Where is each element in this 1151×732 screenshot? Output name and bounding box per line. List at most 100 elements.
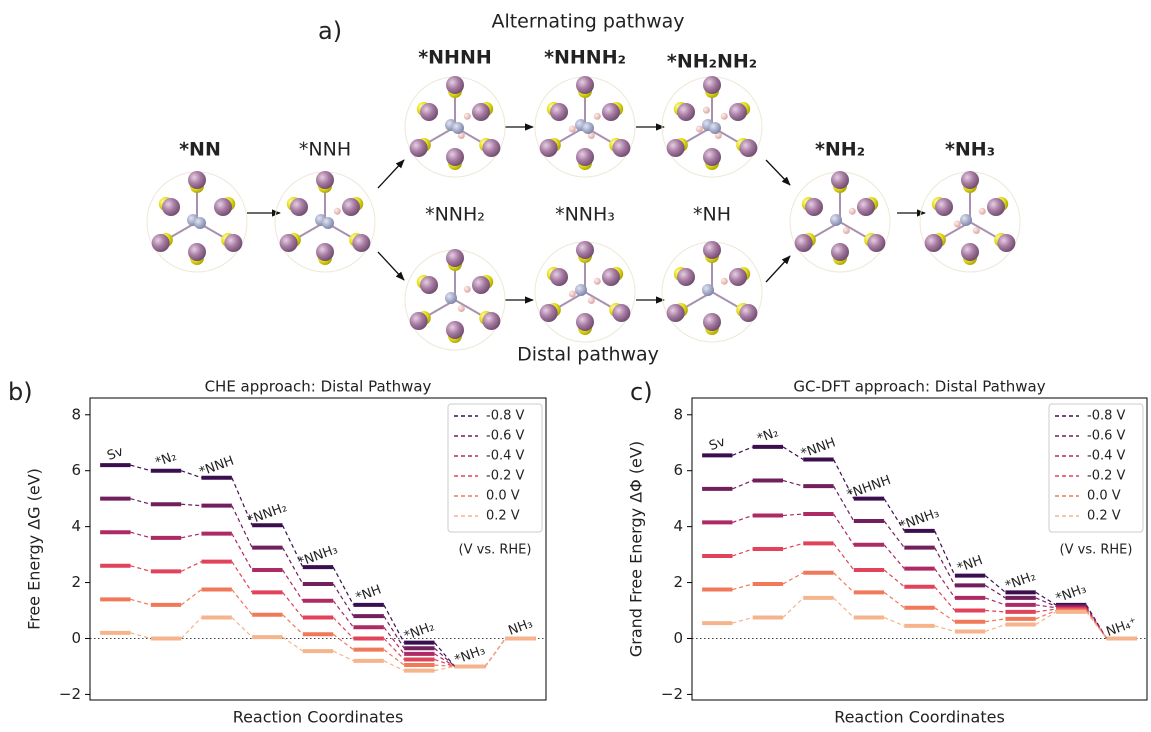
panel-label: a) <box>318 17 342 45</box>
legend-note: (V vs. RHE) <box>1060 543 1133 558</box>
connector <box>783 573 803 584</box>
connector <box>384 605 404 643</box>
chart: b)CHE approach: Distal PathwayReaction C… <box>8 378 546 727</box>
connector <box>232 562 252 593</box>
connector <box>232 618 252 638</box>
connector <box>985 625 1005 632</box>
hydrogen-atom <box>849 208 856 215</box>
metal-atom <box>342 198 360 216</box>
hydrogen-atom <box>979 208 986 215</box>
y-tick-label: 2 <box>71 573 81 591</box>
metal-atom <box>602 103 620 121</box>
hydrogen-atom <box>703 107 710 114</box>
metal-atom <box>987 198 1005 216</box>
connector <box>783 514 803 515</box>
category-label: NH₄⁺ <box>1104 615 1139 640</box>
legend-label: -0.8 V <box>486 409 524 424</box>
connector <box>732 584 752 590</box>
node-label: *NN <box>179 139 221 161</box>
chart: c)GC-DFT approach: Distal PathwayReactio… <box>627 378 1148 727</box>
metal-atom <box>540 304 558 322</box>
connector <box>283 637 303 651</box>
nitrogen-atom <box>702 284 714 296</box>
node-label: *NNH <box>299 139 351 161</box>
nitrogen-atom <box>322 217 334 229</box>
metal-atom <box>162 198 180 216</box>
metal-atom <box>739 139 757 157</box>
metal-atom <box>997 234 1015 252</box>
category-label: *N₂ <box>755 425 780 446</box>
pathway-label: Alternating pathway <box>491 11 684 33</box>
connector <box>834 514 854 545</box>
hydrogen-atom <box>464 113 471 120</box>
pathway-label: Distal pathway <box>517 344 659 366</box>
arrow <box>766 160 790 185</box>
y-tick-label: 4 <box>71 517 81 535</box>
connector <box>783 543 803 549</box>
connector <box>985 598 1005 605</box>
connector <box>131 532 151 538</box>
legend-label: -0.6 V <box>486 429 524 444</box>
connector <box>935 608 955 622</box>
y-tick-label: 4 <box>673 517 683 535</box>
legend-label: -0.6 V <box>1087 429 1125 444</box>
connector <box>131 566 151 572</box>
metal-atom <box>576 148 594 166</box>
metal-atom <box>703 313 721 331</box>
metal-atom <box>188 171 206 189</box>
connector <box>732 549 752 556</box>
connector <box>435 648 455 666</box>
node-label: *NNH₂ <box>425 204 485 226</box>
connector <box>834 573 854 593</box>
category-label: *NH <box>955 553 985 576</box>
metal-atom <box>677 268 695 286</box>
metal-atom <box>410 312 428 330</box>
connector <box>884 570 904 587</box>
structure <box>405 76 505 177</box>
metal-atom <box>703 148 721 166</box>
metal-atom <box>446 321 464 339</box>
metal-atom <box>703 241 721 259</box>
connector <box>435 666 455 670</box>
connector <box>333 618 353 639</box>
nitrogen-atom <box>575 284 587 296</box>
node-label: *NH₂NH₂ <box>667 51 757 73</box>
panel-label: b) <box>8 378 33 406</box>
connector <box>181 590 201 605</box>
structure <box>535 76 635 177</box>
connector <box>935 569 955 598</box>
connector <box>884 592 904 607</box>
legend-label: 0.0 V <box>1087 489 1121 504</box>
metal-atom <box>831 243 849 261</box>
hydrogen-atom <box>464 286 471 293</box>
metal-atom <box>677 103 695 121</box>
connector <box>834 543 854 570</box>
legend-label: -0.8 V <box>1087 409 1125 424</box>
connector <box>181 471 201 478</box>
connector <box>985 611 1005 612</box>
hydrogen-atom <box>973 227 980 234</box>
y-tick-label: −2 <box>59 685 81 703</box>
hydrogen-atom <box>569 125 576 132</box>
metal-atom <box>925 234 943 252</box>
metal-atom <box>152 234 170 252</box>
legend-label: 0.0 V <box>486 489 520 504</box>
node-label: *NNH₃ <box>555 204 615 226</box>
metal-atom <box>576 76 594 94</box>
connector <box>485 638 505 666</box>
metal-atom <box>188 243 206 261</box>
metal-atom <box>667 139 685 157</box>
metal-atom <box>214 198 232 216</box>
connector <box>985 576 1005 593</box>
metal-atom <box>482 139 500 157</box>
metal-atom <box>472 276 490 294</box>
metal-atom <box>667 304 685 322</box>
y-tick-label: 6 <box>71 461 81 479</box>
connector <box>834 598 854 618</box>
legend-label: -0.2 V <box>1087 469 1125 484</box>
hydrogen-atom <box>588 297 595 304</box>
connector <box>935 626 955 632</box>
metal-atom <box>729 103 747 121</box>
structure <box>405 249 505 350</box>
y-tick-label: 0 <box>71 629 81 647</box>
